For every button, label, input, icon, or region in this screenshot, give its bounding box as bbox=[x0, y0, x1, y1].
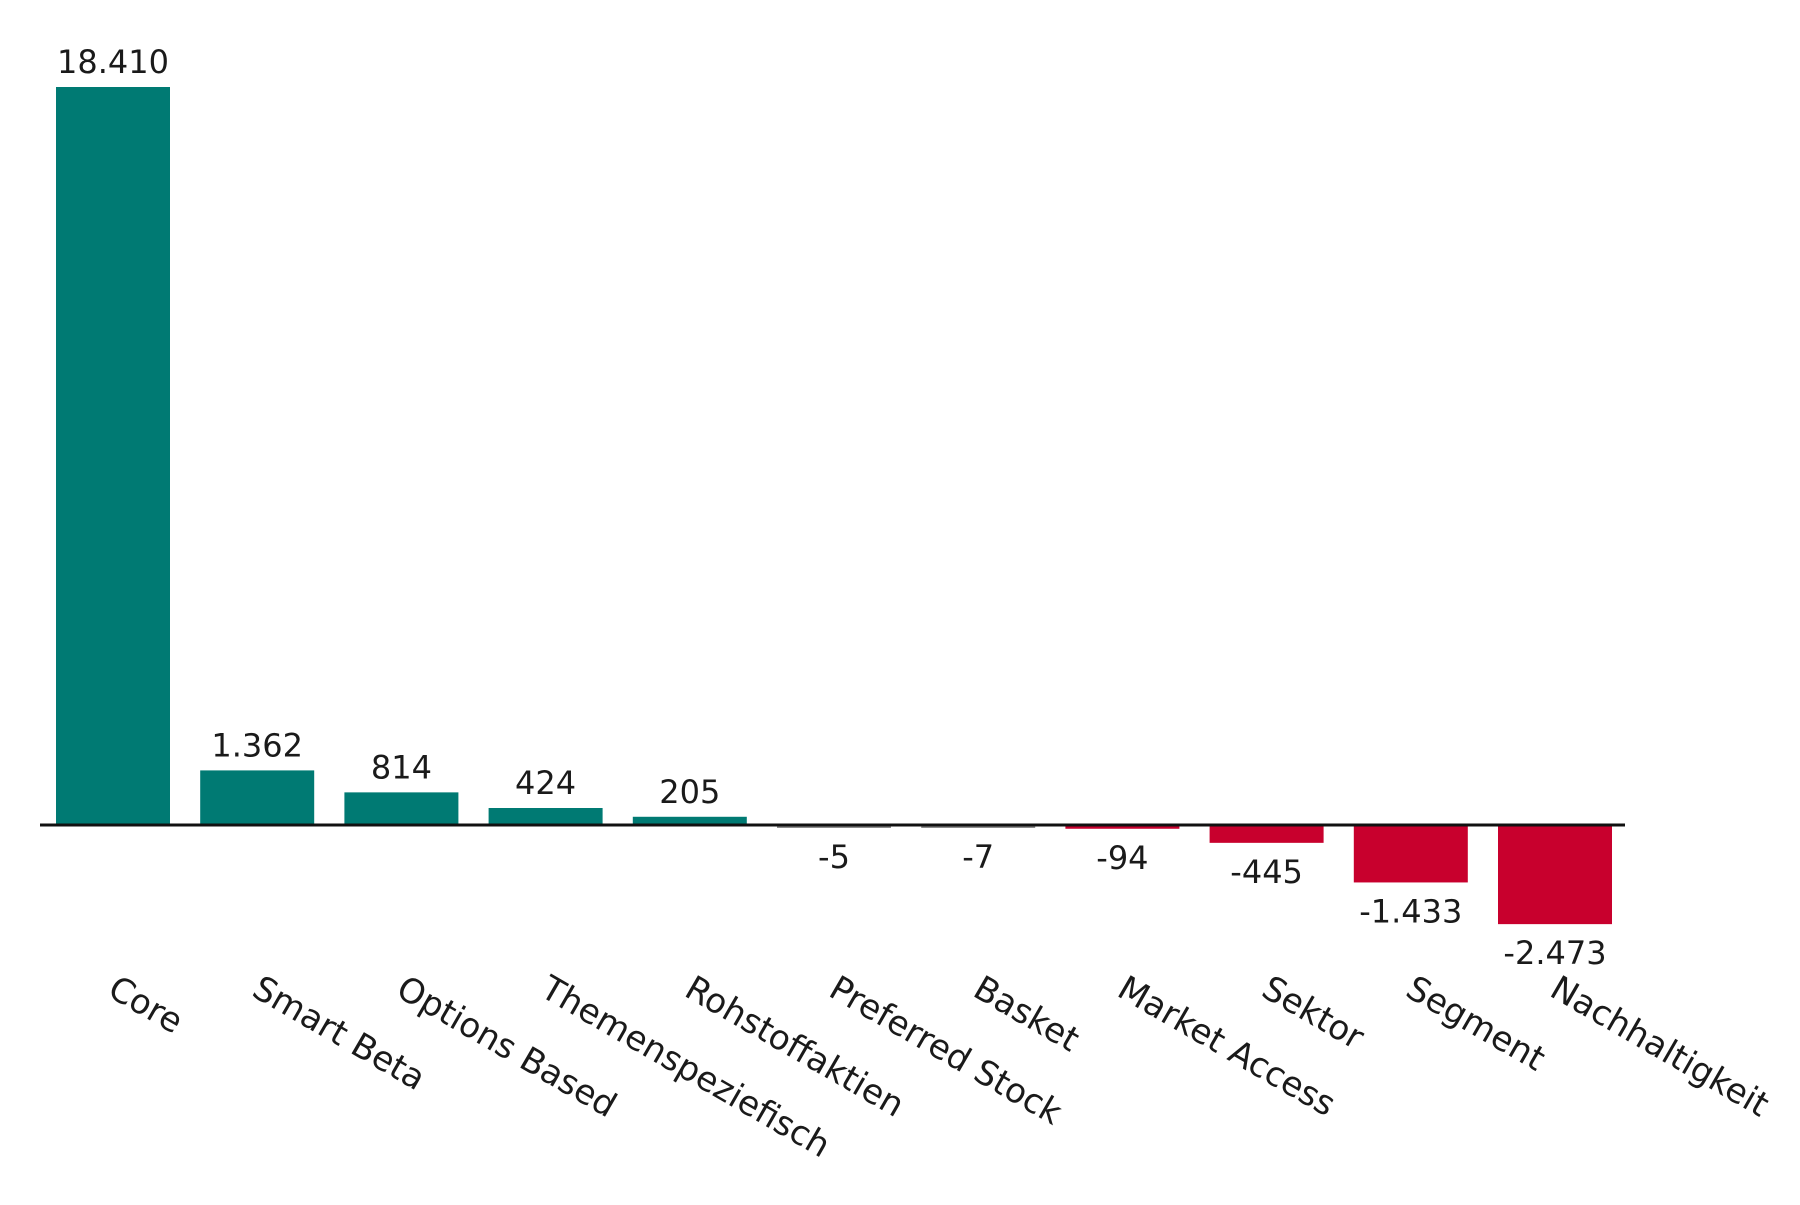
bar-rohstoffaktien bbox=[632, 816, 747, 825]
category-label: Basket bbox=[967, 968, 1086, 1060]
bars-layer bbox=[56, 87, 1612, 925]
value-label: -2.473 bbox=[1503, 934, 1606, 972]
category-label: Core bbox=[102, 968, 190, 1042]
value-label: -94 bbox=[1096, 839, 1148, 877]
value-label: -5 bbox=[818, 838, 850, 876]
value-label: 814 bbox=[371, 748, 432, 786]
value-label: 205 bbox=[659, 773, 720, 811]
bar-sektor bbox=[1209, 825, 1324, 843]
category-label: Preferred Stock bbox=[823, 968, 1069, 1133]
value-label: 424 bbox=[515, 764, 576, 802]
value-label: -7 bbox=[962, 838, 994, 876]
value-label: -1.433 bbox=[1359, 892, 1462, 930]
value-label: 18.410 bbox=[57, 43, 169, 81]
bar-themenspeziefisch bbox=[488, 808, 603, 825]
bar-segment bbox=[1353, 825, 1468, 883]
bar-core bbox=[56, 87, 170, 825]
bar-options-based bbox=[344, 792, 459, 825]
bar-nachhaltigkeit bbox=[1498, 825, 1612, 925]
value-labels-layer: 18.410 1.362 814 424 205 -5 -7 -94 -445 -1.433 -2.… bbox=[57, 43, 1607, 972]
bar-smart-beta bbox=[200, 770, 315, 825]
category-label: Segment bbox=[1399, 968, 1552, 1079]
category-label: Sektor bbox=[1255, 968, 1371, 1058]
bar-market-access bbox=[1065, 825, 1180, 829]
value-label: 1.362 bbox=[211, 726, 303, 764]
category-label: Nachhaltigkeit bbox=[1544, 968, 1776, 1125]
value-label: -445 bbox=[1230, 853, 1303, 891]
